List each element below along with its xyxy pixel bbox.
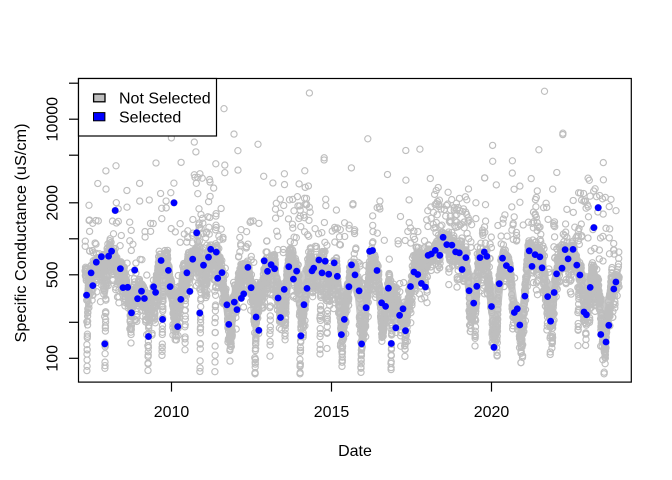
svg-text:500: 500 [45, 261, 62, 288]
svg-text:2015: 2015 [314, 404, 350, 421]
svg-text:100: 100 [45, 345, 62, 372]
svg-text:Specific Conductance (uS/cm): Specific Conductance (uS/cm) [13, 124, 30, 343]
svg-text:Date: Date [338, 443, 372, 460]
svg-text:Selected: Selected [119, 110, 181, 127]
svg-text:2010: 2010 [154, 404, 190, 421]
svg-text:2020: 2020 [474, 404, 510, 421]
svg-text:2000: 2000 [45, 185, 62, 221]
svg-text:10000: 10000 [45, 97, 62, 142]
svg-text:Not Selected: Not Selected [119, 91, 211, 108]
